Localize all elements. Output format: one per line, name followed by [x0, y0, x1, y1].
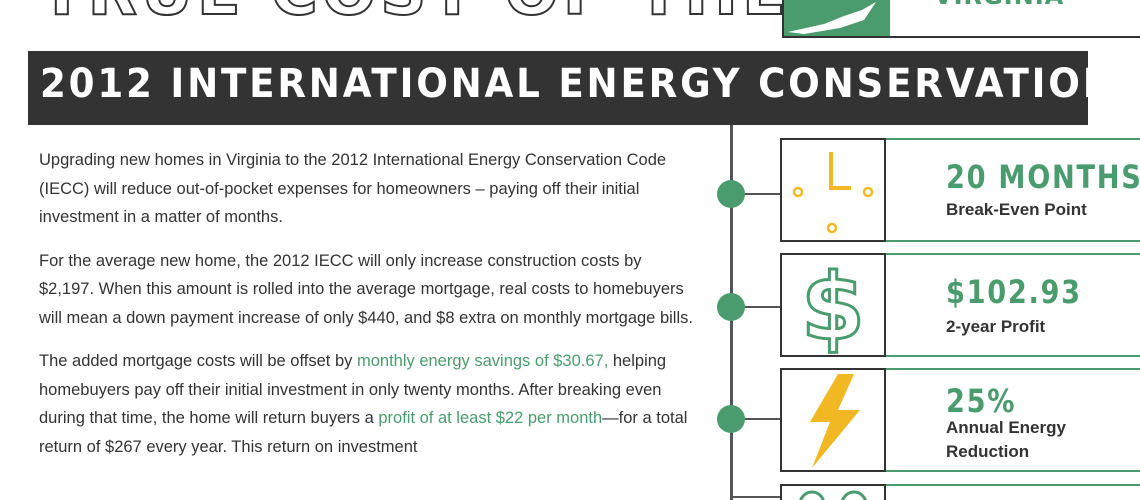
clock-icon — [792, 152, 874, 234]
state-badge: VIRGINIA — [782, 0, 1140, 38]
top-title: TRUE COST OF THE — [39, 0, 790, 31]
paragraph-costs: For the average new home, the 2012 IECC … — [39, 251, 693, 327]
title-banner: 2012 INTERNATIONAL ENERGY CONSERVATION C… — [28, 51, 1140, 125]
timeline-dot — [717, 405, 745, 433]
stat-profit: $102.93 2-year Profit — [886, 253, 1140, 357]
stat-value: 20 MONTHS — [946, 158, 1140, 196]
paragraph-intro: Upgrading new homes in Virginia to the 2… — [39, 151, 667, 226]
svg-text:$: $ — [801, 255, 865, 355]
stat-label: 2-year Profit — [946, 317, 1046, 336]
paragraph-savings-text-a: The added mortgage costs will be offset … — [39, 352, 357, 370]
state-label: VIRGINIA — [934, 0, 1064, 10]
timeline-connector — [731, 306, 781, 308]
stat-partial — [886, 484, 1140, 500]
paragraph-savings: The added mortgage costs will be offset … — [39, 347, 699, 461]
dollar-icon — [799, 490, 867, 500]
body-text: Upgrading new homes in Virginia to the 2… — [39, 146, 699, 476]
highlight-energy-savings: monthly energy savings of $30.67, — [356, 352, 609, 370]
paragraph-savings-text-b: helping homebuyers pay off their initial… — [39, 352, 667, 427]
timeline-connector — [731, 193, 781, 195]
timeline-dot — [717, 293, 745, 321]
timeline-dot — [717, 180, 745, 208]
banner-title: 2012 INTERNATIONAL ENERGY CONSERVATION C… — [40, 61, 1140, 107]
stat-value: 25% — [946, 382, 1017, 420]
stat-label: Break-Even Point — [946, 200, 1087, 219]
icon-box-dollar: $ — [780, 253, 886, 357]
lightning-icon — [810, 374, 860, 468]
stat-energy-reduction: 25% Annual Energy Reduction — [886, 368, 1140, 472]
stat-break-even: 20 MONTHS Break-Even Point — [886, 138, 1140, 242]
dollar-icon: $ — [799, 255, 866, 355]
state-map-icon — [784, 0, 890, 36]
icon-box-partial — [780, 484, 886, 500]
icon-box-clock — [780, 138, 886, 242]
stat-label: Annual Energy Reduction — [946, 418, 1066, 461]
stat-value: $102.93 — [946, 273, 1082, 311]
highlight-profit: profit of at least $22 per month — [378, 409, 603, 427]
timeline-connector — [731, 418, 781, 420]
paragraph-savings-text-c: —for a total return of $267 every year. … — [39, 409, 688, 456]
icon-box-lightning — [780, 368, 886, 472]
timeline-connector — [731, 496, 781, 498]
